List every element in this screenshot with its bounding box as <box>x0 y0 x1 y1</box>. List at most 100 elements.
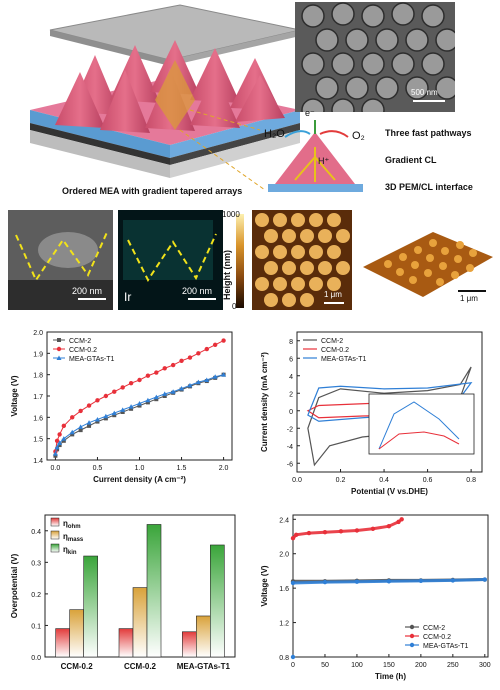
durability-xtick-label: 50 <box>321 662 329 669</box>
polarization-point <box>120 385 125 390</box>
polarization-point <box>57 443 62 448</box>
polarization-point <box>204 346 209 352</box>
overpotential-legend-swatch <box>50 530 60 540</box>
overpotential-bar <box>132 587 148 658</box>
overpotential-legend-label: ηkin <box>63 545 77 556</box>
sem-scale-bar <box>413 100 445 102</box>
polarization-xtick-label: 1.0 <box>135 465 145 472</box>
sem-scale-label: 500 nm <box>411 88 438 97</box>
polarization-point <box>128 404 134 409</box>
durability-xtick-label: 150 <box>383 662 395 669</box>
cv-ytick-label: -2 <box>287 426 293 433</box>
durability-legend-label: MEA-GTAs-T1 <box>423 643 468 650</box>
durability-point <box>386 523 392 529</box>
polarization-xtick-label: 1.5 <box>177 465 187 472</box>
overpotential-category-label: CCM-0.2 <box>61 662 94 671</box>
polarization-point <box>103 393 109 399</box>
eds-scale-bar <box>188 298 216 300</box>
afm-scale-bar <box>324 302 344 304</box>
overpotential-ylabel: Overpotential (V) <box>10 553 19 618</box>
cv-legend-label: CCM-0.2 <box>321 347 349 354</box>
cv-legend-label: MEA-GTAs-T1 <box>321 356 366 363</box>
overpotential-legend-label: ηohm <box>63 519 81 530</box>
sem-image-top: 500 nm <box>295 2 455 112</box>
polarization-point <box>196 351 201 356</box>
polarization-point <box>128 381 134 386</box>
cv-ytick-label: 6 <box>289 356 293 363</box>
cv-ytick-label: 8 <box>289 339 293 346</box>
legend-3d-interface: 3D PEM/CL interface <box>385 182 473 192</box>
polarization-point <box>145 373 151 378</box>
eds-scale-label: 200 nm <box>182 286 213 296</box>
cv-loop-ccm2 <box>307 366 472 467</box>
durability-point <box>450 578 456 583</box>
durability-point <box>354 528 360 533</box>
overpotential-ytick-label: 0.2 <box>31 592 41 599</box>
polarization-point <box>53 453 58 458</box>
cv-ytick-label: -6 <box>287 461 293 468</box>
cv-ytick-label: 0 <box>289 409 293 416</box>
polarization-point <box>103 413 109 419</box>
durability-point <box>354 579 360 584</box>
polarization-point <box>212 342 218 347</box>
afm3d-scale-label: 1 μm <box>460 294 478 303</box>
cv-xtick-label: 0.8 <box>466 477 476 484</box>
polarization-point <box>162 366 167 371</box>
cv-loop-mea <box>307 381 473 422</box>
cv-ytick-label: -4 <box>287 444 293 451</box>
polarization-point <box>86 403 92 408</box>
polarization-point <box>162 394 167 398</box>
polarization-ylabel: Voltage (V) <box>10 375 19 417</box>
cv-xtick-label: 0.4 <box>379 477 389 484</box>
sem-cross-section: 200 nm <box>8 210 113 310</box>
durability-point <box>322 579 328 585</box>
eds-element-label: Ir <box>124 290 132 304</box>
gradient-cone-diagram <box>268 120 363 192</box>
overpotential-bar <box>55 628 70 658</box>
afm-2d-image: 1 μm <box>252 210 352 310</box>
durability-xtick-label: 250 <box>447 662 459 669</box>
polarization-point <box>95 398 100 403</box>
polarization-ytick-label: 1.6 <box>33 415 43 422</box>
polarization-legend-label: MEA-GTAs-T1 <box>69 356 114 363</box>
cv-ytick-label: 4 <box>289 374 293 381</box>
overpotential-bar <box>196 615 211 658</box>
cv-inset-ccm02 <box>378 431 460 450</box>
polarization-point <box>70 432 75 437</box>
overpotential-bar <box>69 609 84 658</box>
polarization-point <box>94 416 100 422</box>
polarization-point <box>61 436 67 441</box>
overpotential-ytick-label: 0.4 <box>31 529 41 536</box>
polarization-point <box>154 370 159 375</box>
cv-legend-label: CCM-2 <box>321 338 343 345</box>
eds-ir-map: Ir 200 nm <box>118 210 223 310</box>
polarization-point <box>95 419 100 424</box>
overpotential-category-label: MEA-GTAs-T1 <box>177 662 231 671</box>
polarization-point <box>54 438 60 443</box>
overpotential-bar <box>182 631 197 658</box>
durability-ytick-label: 2.0 <box>279 552 289 559</box>
polarization-point <box>78 424 84 429</box>
overpotential-bar <box>210 544 225 658</box>
o2-label: O₂ <box>352 130 365 142</box>
durability-point <box>396 519 401 525</box>
polarization-point <box>137 403 142 408</box>
polarization-point <box>120 407 126 412</box>
polarization-ytick-label: 1.9 <box>33 351 43 358</box>
polarization-point <box>162 391 168 396</box>
polarization-xlabel: Current density (A cm⁻²) <box>93 475 186 484</box>
polarization-point <box>204 377 210 382</box>
height-colorbar <box>236 214 244 308</box>
afm-3d-image: 1 μm <box>358 212 498 308</box>
polarization-point <box>170 389 176 394</box>
overpotential-bar <box>146 524 162 658</box>
schematic-caption: Ordered MEA with gradient tapered arrays <box>62 186 243 196</box>
durability-chart: 2.4 2.0 1.6 1.2 0.80 50 100 150 200 250 300 Time (h… <box>260 514 491 681</box>
polarization-point <box>103 416 108 421</box>
durability-xtick-label: 300 <box>479 662 491 669</box>
durability-point <box>482 577 488 582</box>
durability-point <box>370 526 376 531</box>
tapered-array-illustration <box>30 4 301 178</box>
polarization-point <box>57 432 62 437</box>
polarization-point <box>111 410 117 416</box>
